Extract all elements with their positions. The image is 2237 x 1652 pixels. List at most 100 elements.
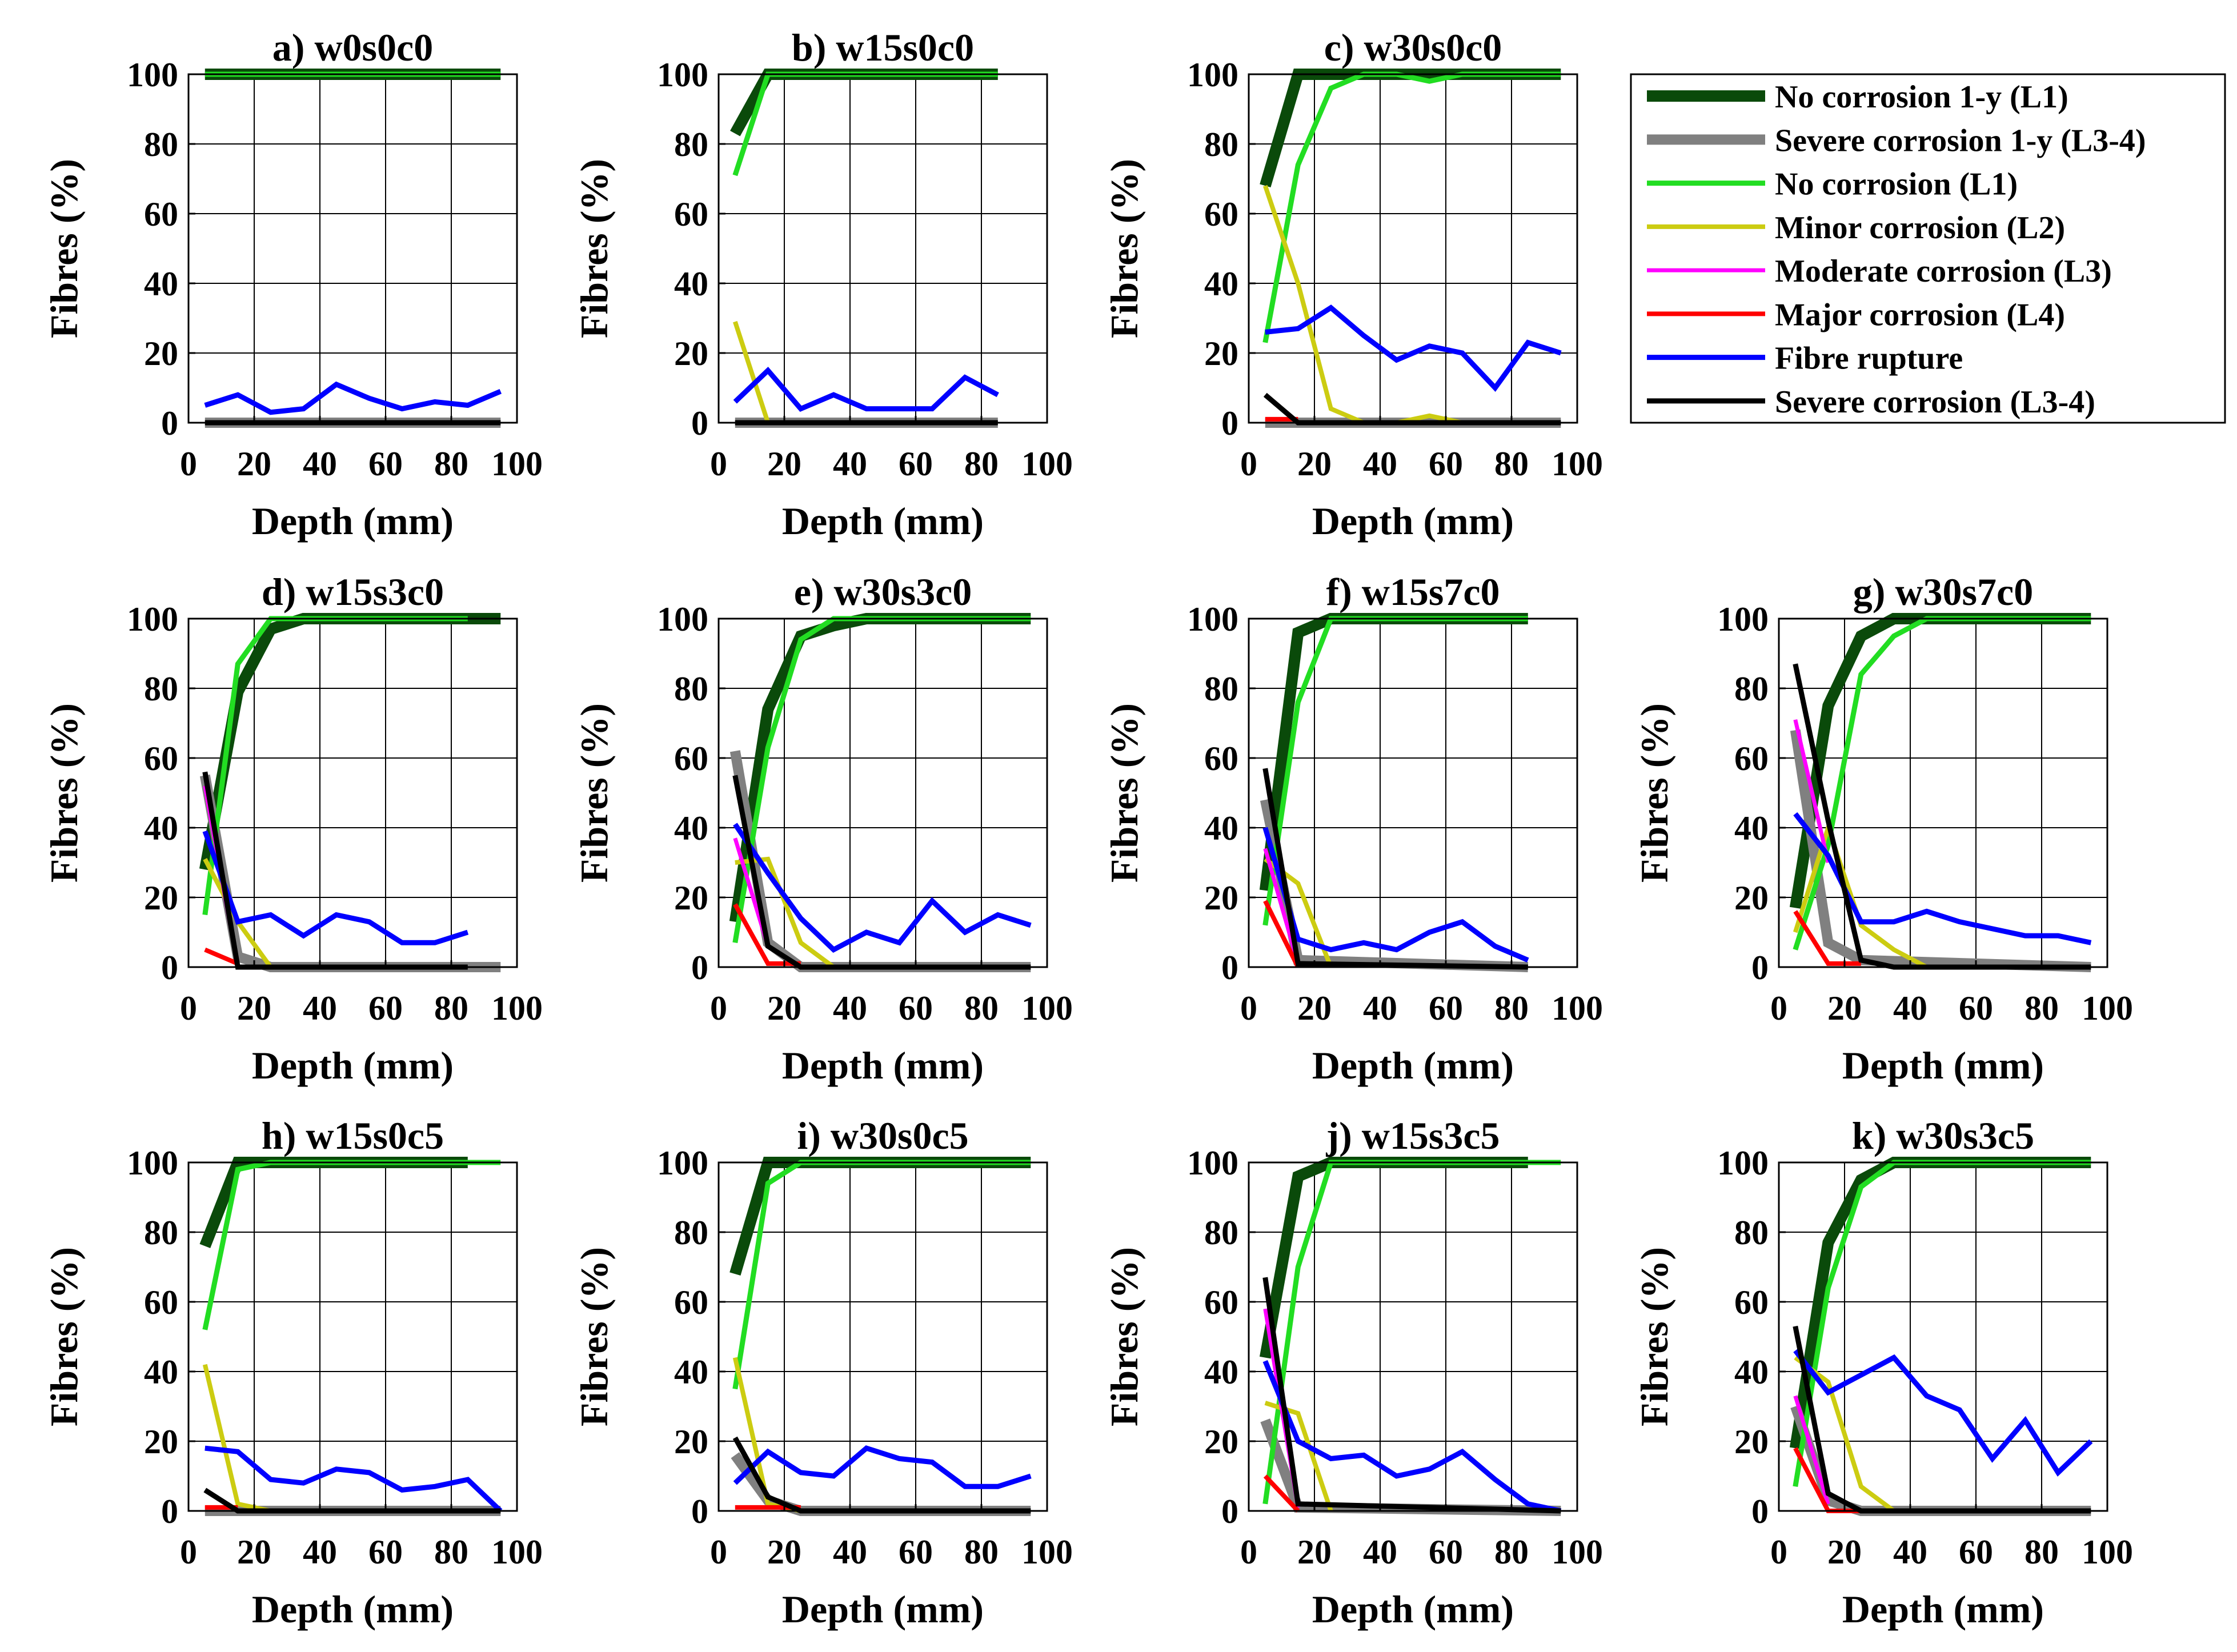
x-tick-label: 0: [1240, 1533, 1257, 1571]
y-tick-label: 60: [144, 1284, 178, 1321]
chart-panel-1: 0 20 40 60 80 100 0 20 40 60 80 100 a) w0s0c0 Depth (…: [42, 26, 543, 543]
x-tick-label: 40: [303, 989, 337, 1027]
y-tick-label: 40: [144, 265, 178, 303]
series-line-rupture: [202, 830, 469, 945]
x-axis-label: Depth (mm): [782, 499, 984, 543]
y-tick-label: 40: [1734, 1353, 1769, 1391]
x-tick-label: 60: [899, 989, 933, 1027]
chart-title: k) w30s3c5: [1852, 1114, 2034, 1157]
chart-title: g) w30s7c0: [1853, 570, 2033, 614]
chart-panel-2: 0 20 40 60 80 100 0 20 40 60 80 100 b) w15s0c0 Depth …: [572, 26, 1073, 543]
x-tick-label: 20: [1827, 989, 1862, 1027]
x-tick-label: 0: [1770, 989, 1787, 1027]
x-tick-label: 40: [833, 445, 867, 483]
y-tick-label: 60: [1734, 1284, 1769, 1321]
y-axis-label: Fibres (%): [572, 1247, 616, 1426]
y-tick-label: 60: [674, 1284, 708, 1321]
y-tick-label: 20: [1204, 335, 1238, 372]
legend-label: Fibre rupture: [1775, 341, 1963, 376]
x-axis-label: Depth (mm): [1842, 1044, 2044, 1087]
y-tick-label: 60: [144, 740, 178, 777]
y-axis-label: Fibres (%): [1633, 703, 1676, 883]
x-tick-label: 40: [1363, 989, 1397, 1027]
x-tick-label: 0: [180, 445, 197, 483]
x-axis-label: Depth (mm): [782, 1587, 984, 1631]
x-tick-label: 100: [1021, 1533, 1073, 1571]
chart-title: h) w15s0c5: [262, 1114, 444, 1157]
y-tick-label: 20: [144, 879, 178, 917]
y-tick-label: 40: [674, 265, 708, 303]
y-tick-label: 0: [161, 404, 178, 442]
series-line-rupture: [1793, 1349, 2093, 1477]
y-axis-label: Fibres (%): [42, 159, 86, 338]
plot-area-frame: [717, 618, 1048, 968]
x-tick-label: 0: [180, 989, 197, 1027]
x-tick-label: 40: [1893, 989, 1927, 1027]
series-line-major: [204, 947, 239, 966]
chart-title: f) w15s7c0: [1326, 570, 1500, 614]
series-line-rupture: [1262, 827, 1529, 963]
y-tick-label: 100: [657, 1144, 708, 1182]
x-tick-label: 60: [1959, 1533, 1993, 1571]
chart-panel-8: 0 20 40 60 80 100 0 20 40 60 80 100 h) w15s0c5 Depth …: [42, 1114, 543, 1631]
y-tick-label: 0: [691, 404, 708, 442]
plot-area-frame: [1778, 618, 2108, 968]
x-tick-label: 100: [2082, 1533, 2133, 1571]
x-tick-label: 0: [710, 445, 727, 483]
y-axis-label: Fibres (%): [1103, 159, 1146, 338]
x-tick-label: 80: [964, 989, 999, 1027]
y-tick-label: 0: [1221, 404, 1238, 442]
x-tick-label: 100: [1552, 1533, 1603, 1571]
y-tick-label: 100: [127, 1144, 178, 1182]
series-line-rupture: [204, 381, 502, 415]
x-tick-label: 100: [1552, 445, 1603, 483]
x-tick-label: 20: [1297, 1533, 1332, 1571]
x-tick-label: 20: [237, 989, 271, 1027]
y-tick-label: 80: [674, 1214, 708, 1252]
chart-title: j) w15s3c5: [1325, 1114, 1500, 1157]
x-tick-label: 60: [1429, 989, 1463, 1027]
x-tick-label: 60: [899, 1533, 933, 1571]
x-tick-label: 40: [833, 989, 867, 1027]
x-tick-label: 0: [1240, 989, 1257, 1027]
x-axis-label: Depth (mm): [252, 1044, 454, 1087]
x-tick-label: 60: [1429, 1533, 1463, 1571]
y-tick-label: 100: [1187, 56, 1238, 94]
y-tick-label: 20: [1734, 879, 1769, 917]
x-tick-label: 60: [368, 1533, 403, 1571]
series-line-major: [1263, 900, 1300, 968]
x-tick-label: 60: [368, 989, 403, 1027]
x-tick-label: 20: [767, 445, 801, 483]
series-line-severe: [1262, 768, 1528, 970]
chart-title: b) w15s0c0: [792, 26, 974, 69]
x-tick-label: 80: [434, 1533, 468, 1571]
y-tick-label: 100: [1717, 1144, 1769, 1182]
y-tick-label: 20: [144, 335, 178, 372]
y-tick-label: 0: [691, 1493, 708, 1530]
series-line-minor: [732, 320, 771, 424]
y-tick-label: 60: [1204, 195, 1238, 233]
chart-panel-7: 0 20 40 60 80 100 0 20 40 60 80 100 g) w30s7c0 Depth …: [1633, 570, 2133, 1087]
plot-area-frame: [187, 73, 518, 424]
x-tick-label: 40: [303, 1533, 337, 1571]
x-tick-label: 40: [1363, 445, 1397, 483]
x-tick-label: 80: [434, 989, 468, 1027]
y-tick-label: 20: [1734, 1423, 1769, 1461]
y-tick-label: 40: [674, 809, 708, 847]
x-tick-label: 80: [2024, 989, 2059, 1027]
y-axis-label: Fibres (%): [42, 703, 86, 883]
y-tick-label: 20: [674, 1423, 708, 1461]
y-tick-label: 40: [1204, 265, 1238, 303]
series-line-rupture: [205, 1445, 503, 1513]
x-tick-label: 80: [1494, 1533, 1529, 1571]
y-tick-label: 20: [1204, 1423, 1238, 1461]
y-axis-label: Fibres (%): [42, 1247, 86, 1426]
legend-label: Severe corrosion 1-y (L3-4): [1775, 123, 2146, 158]
y-tick-label: 80: [1734, 670, 1769, 708]
x-axis-label: Depth (mm): [1842, 1587, 2044, 1631]
legend-label: Major corrosion (L4): [1775, 297, 2065, 332]
y-tick-label: 60: [144, 195, 178, 233]
series-line-minor: [1264, 1401, 1333, 1512]
x-tick-label: 100: [1552, 989, 1603, 1027]
y-tick-label: 100: [657, 56, 708, 94]
